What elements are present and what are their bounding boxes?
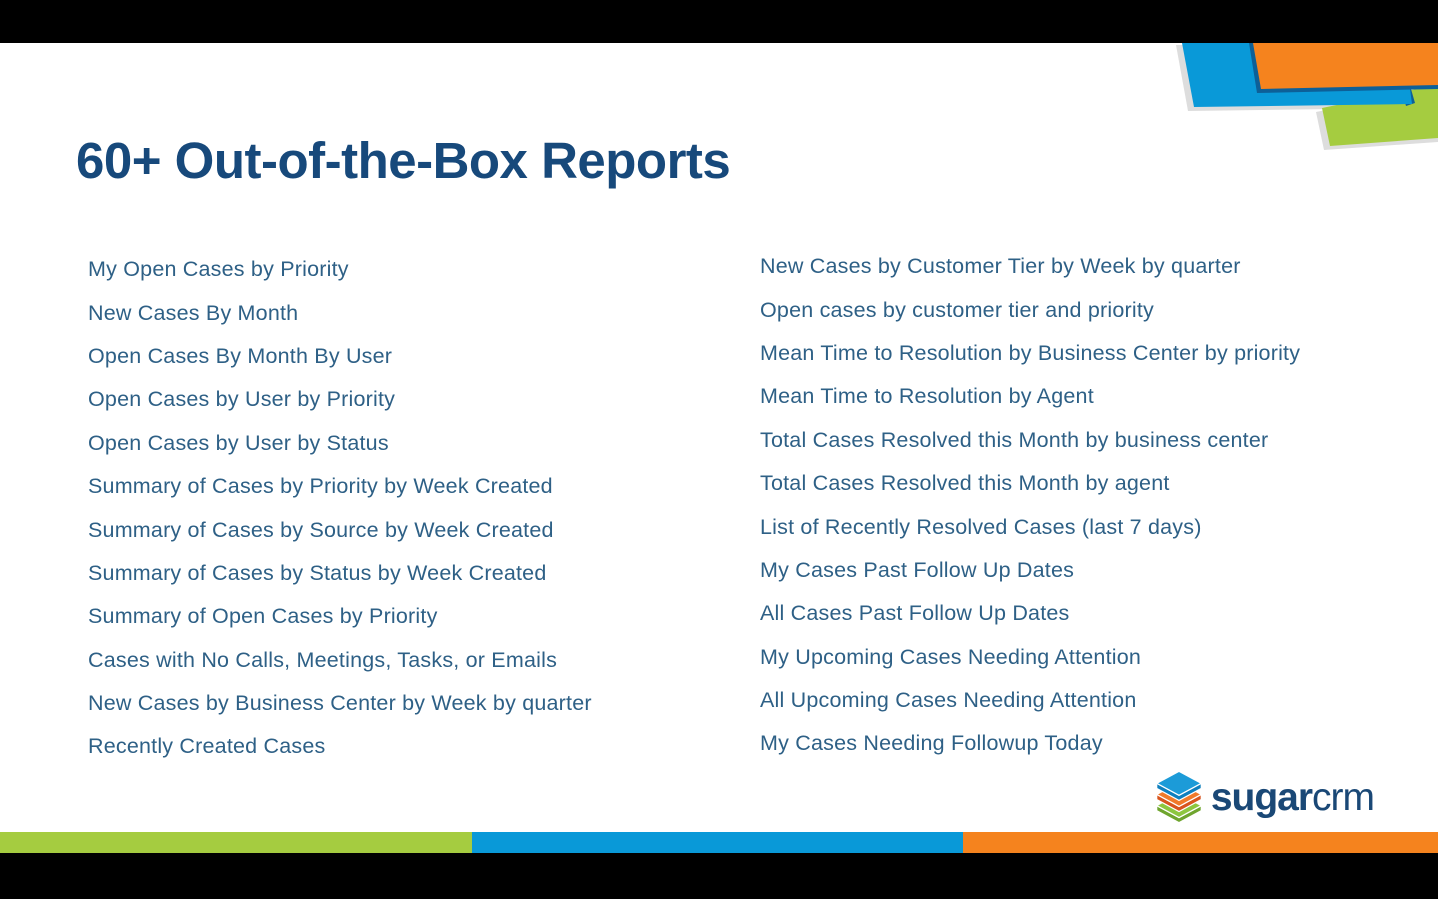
report-item: My Open Cases by Priority [88,257,349,282]
report-item: New Cases by Customer Tier by Week by qu… [760,254,1241,279]
report-item: Summary of Cases by Status by Week Creat… [88,560,547,585]
report-item: List of Recently Resolved Cases (last 7 … [760,514,1202,539]
logo-text-sugar: sugar [1210,775,1313,819]
report-item: Recently Created Cases [88,734,326,759]
bottom-letterbox-bar [0,853,1438,899]
report-item: Total Cases Resolved this Month by agent [760,471,1170,496]
footer-stripe-orange [963,832,1438,853]
deco-parallelogram-orange [1253,43,1438,89]
top-letterbox-bar [0,0,1438,43]
report-item: Open Cases by User by Priority [88,387,396,412]
report-item: My Upcoming Cases Needing Attention [760,644,1142,669]
report-item: My Cases Past Follow Up Dates [760,557,1075,582]
footer-stripe-green [0,832,472,853]
report-item: My Cases Needing Followup Today [760,731,1103,756]
report-item: Summary of Cases by Priority by Week Cre… [88,474,553,499]
page-title: 60+ Out-of-the-Box Reports [76,132,731,190]
logo-text-crm: crm [1312,775,1375,819]
report-item: Mean Time to Resolution by Business Cent… [760,340,1301,365]
report-item: All Upcoming Cases Needing Attention [760,688,1137,713]
sugarcrm-logo-text: sugarcrm [1210,775,1375,819]
report-item: Open cases by customer tier and priority [760,297,1154,322]
report-item: Summary of Cases by Source by Week Creat… [88,517,554,542]
sugarcrm-logo: sugarcrm [1155,768,1375,826]
report-item: All Cases Past Follow Up Dates [760,601,1070,626]
report-item: Mean Time to Resolution by Agent [760,384,1094,409]
report-list-left: My Open Cases by Priority New Cases By Mo… [88,248,592,769]
report-list-right: New Cases by Customer Tier by Week by qu… [760,245,1300,766]
report-item: Summary of Open Cases by Priority [88,604,438,629]
report-item: New Cases by Business Center by Week by … [88,691,592,716]
sugarcrm-logo-icon [1155,770,1203,824]
report-item: New Cases By Month [88,300,299,325]
footer-stripe-blue [472,832,963,853]
report-item: Cases with No Calls, Meetings, Tasks, or… [88,647,558,672]
report-item: Open Cases By Month By User [88,343,393,368]
report-item: Open Cases by User by Status [88,430,389,455]
corner-decoration [1176,43,1438,150]
report-item: Total Cases Resolved this Month by busin… [760,427,1269,452]
